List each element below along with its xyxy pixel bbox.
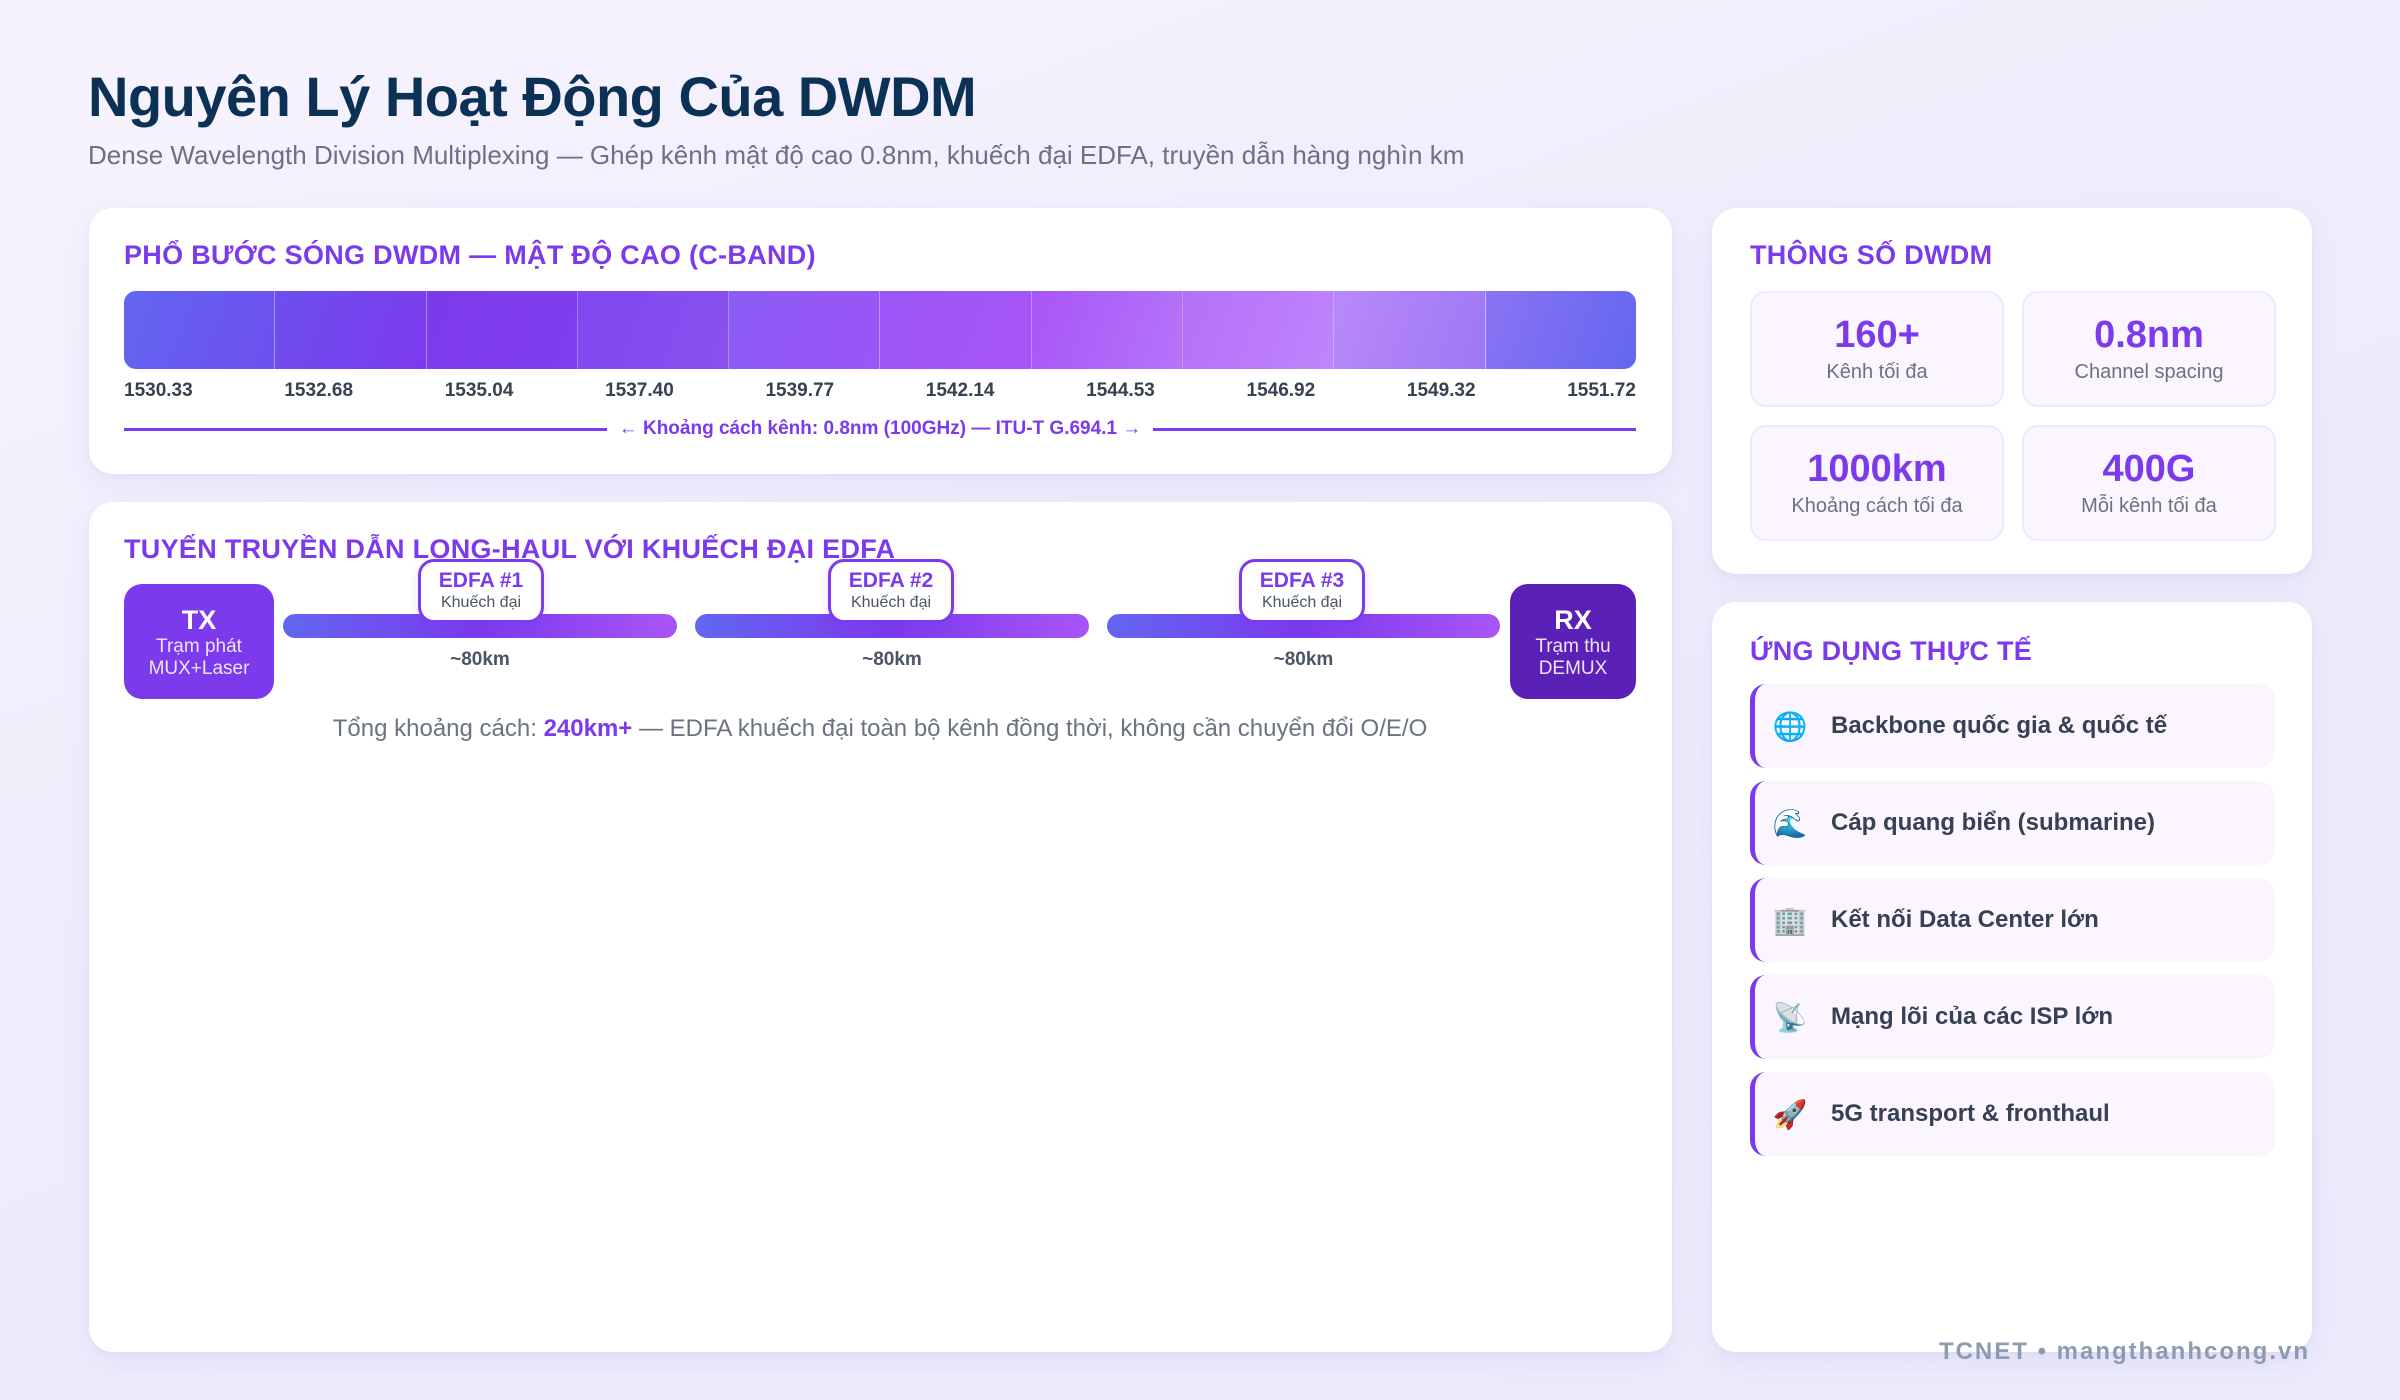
channel-segment <box>880 291 1032 369</box>
channel-spacing-note: ← Khoảng cách kênh: 0.8nm (100GHz) — ITU… <box>618 418 1142 439</box>
watermark: TCNET • mangthanhcong.vn <box>1938 1338 2310 1365</box>
stat-max-channels: 160+ Kênh tối đa <box>1750 291 2004 407</box>
specs-title: THÔNG SỐ DWDM <box>1750 240 1993 270</box>
tx-line1: Trạm phát <box>156 635 242 657</box>
stat-label: Channel spacing <box>2074 361 2224 383</box>
channel-segment <box>1334 291 1486 369</box>
application-label: Kết nối Data Center lớn <box>1831 906 2099 933</box>
building-icon: 🏢 <box>1772 903 1808 937</box>
dwdm-specs-card: THÔNG SỐ DWDM 160+ Kênh tối đa 0.8nm Cha… <box>1712 208 2312 574</box>
stat-label: Khoảng cách tối đa <box>1791 495 1963 517</box>
tx-station: TX Trạm phát MUX+Laser <box>124 584 274 699</box>
edfa-sub: Khuếch đại <box>850 594 932 611</box>
globe-icon: 🌐 <box>1772 709 1808 743</box>
list-item: 🌐 Backbone quốc gia & quốc tế <box>1750 684 2275 768</box>
wavelength-label: 1530.33 <box>124 380 193 401</box>
application-label: Cáp quang biển (submarine) <box>1831 809 2156 836</box>
stat-value: 1000km <box>1807 448 1947 490</box>
channel-segment <box>275 291 427 369</box>
channel-segment <box>1485 291 1636 369</box>
spacing-line-left <box>124 427 607 431</box>
long-haul-route-card: TUYẾN TRUYỀN DẪN LONG-HAUL VỚI KHUẾCH ĐẠ… <box>89 502 1672 1352</box>
wavelength-spectrum-bar <box>124 291 1636 369</box>
wavelength-label: 1551.72 <box>1567 380 1636 401</box>
channel-segment <box>729 291 881 369</box>
wavelength-label: 1544.53 <box>1086 380 1155 401</box>
edfa-name: EDFA #2 <box>848 569 934 592</box>
stat-value: 400G <box>2102 448 2196 490</box>
specs-grid: 160+ Kênh tối đa 0.8nm Channel spacing 1… <box>1750 291 2276 541</box>
summary-suffix: — EDFA khuếch đại toàn bộ kênh đồng thời… <box>632 715 1428 742</box>
edfa-amplifier-2: EDFA #2 Khuếch đại <box>828 559 954 623</box>
channel-segment <box>577 291 730 369</box>
page-title: Nguyên Lý Hoạt Động Của DWDM <box>88 65 977 128</box>
wavelength-label: 1542.14 <box>925 380 995 401</box>
channel-segment <box>124 291 276 369</box>
route-summary: Tổng khoảng cách: 240km+ — EDFA khuếch đ… <box>124 715 1636 743</box>
edfa-sub: Khuếch đại <box>440 594 522 611</box>
tx-code: TX <box>181 604 217 635</box>
application-label: 5G transport & fronthaul <box>1831 1100 2110 1127</box>
rx-line1: Trạm thu <box>1535 635 1611 657</box>
list-item: 📡 Mạng lõi của các ISP lớn <box>1750 975 2275 1059</box>
wave-icon: 🌊 <box>1772 806 1808 840</box>
wavelength-label: 1539.77 <box>765 380 835 401</box>
rx-station: RX Trạm thu DEMUX <box>1510 584 1636 699</box>
stat-channel-spacing: 0.8nm Channel spacing <box>2022 291 2276 407</box>
list-item: 🏢 Kết nối Data Center lớn <box>1750 878 2275 962</box>
stat-label: Mỗi kênh tối đa <box>2081 495 2217 517</box>
channel-segment <box>426 291 578 369</box>
channel-spacing-indicator: ← Khoảng cách kênh: 0.8nm (100GHz) — ITU… <box>124 416 1636 442</box>
applications-card: ỨNG DỤNG THỰC TẾ 🌐 Backbone quốc gia & q… <box>1712 602 2312 1352</box>
summary-prefix: Tổng khoảng cách: <box>332 715 544 742</box>
rx-code: RX <box>1554 604 1592 635</box>
spectrum-title: PHỔ BƯỚC SÓNG DWDM — MẬT ĐỘ CAO (C-BAND) <box>124 240 816 270</box>
list-item: 🌊 Cáp quang biển (submarine) <box>1750 781 2275 865</box>
application-label: Mạng lõi của các ISP lớn <box>1831 1003 2114 1030</box>
span-distance-2: ~80km <box>862 649 922 670</box>
list-item: 🚀 5G transport & fronthaul <box>1750 1072 2275 1156</box>
total-distance: 240km+ <box>543 715 633 742</box>
stat-value: 0.8nm <box>2094 314 2204 356</box>
edfa-name: EDFA #1 <box>438 569 524 592</box>
satellite-dish-icon: 📡 <box>1772 1000 1808 1034</box>
stat-per-channel-rate: 400G Mỗi kênh tối đa <box>2022 425 2276 541</box>
applications-title: ỨNG DỤNG THỰC TẾ <box>1750 636 2033 666</box>
rx-line2: DEMUX <box>1538 657 1608 679</box>
edfa-name: EDFA #3 <box>1259 569 1345 592</box>
wavelength-label: 1532.68 <box>284 380 354 401</box>
wavelength-label: 1546.92 <box>1246 380 1316 401</box>
application-label: Backbone quốc gia & quốc tế <box>1831 712 2168 739</box>
stat-label: Kênh tối đa <box>1826 361 1928 383</box>
edfa-amplifier-3: EDFA #3 Khuếch đại <box>1239 559 1365 623</box>
rocket-icon: 🚀 <box>1772 1097 1808 1131</box>
span-distance-3: ~80km <box>1273 649 1334 670</box>
spacing-line-right <box>1153 427 1636 431</box>
edfa-sub: Khuếch đại <box>1261 594 1343 611</box>
page-subtitle: Dense Wavelength Division Multiplexing —… <box>88 140 1465 170</box>
applications-list: 🌐 Backbone quốc gia & quốc tế 🌊 Cáp quan… <box>1750 684 2275 1156</box>
spectrum-card: PHỔ BƯỚC SÓNG DWDM — MẬT ĐỘ CAO (C-BAND)… <box>89 208 1672 474</box>
wavelength-label: 1537.40 <box>605 380 674 401</box>
edfa-amplifier-1: EDFA #1 Khuếch đại <box>418 559 544 623</box>
channel-segment <box>1031 291 1184 369</box>
stat-value: 160+ <box>1834 314 1920 356</box>
wavelength-label: 1535.04 <box>444 380 514 401</box>
wavelength-label: 1549.32 <box>1406 380 1476 401</box>
stat-max-distance: 1000km Khoảng cách tối đa <box>1750 425 2004 541</box>
channel-segment <box>1183 291 1335 369</box>
wavelength-labels: 1530.33 1532.68 1535.04 1537.40 1539.77 … <box>124 380 1636 402</box>
tx-line2: MUX+Laser <box>148 657 250 679</box>
span-distance-1: ~80km <box>450 649 510 670</box>
